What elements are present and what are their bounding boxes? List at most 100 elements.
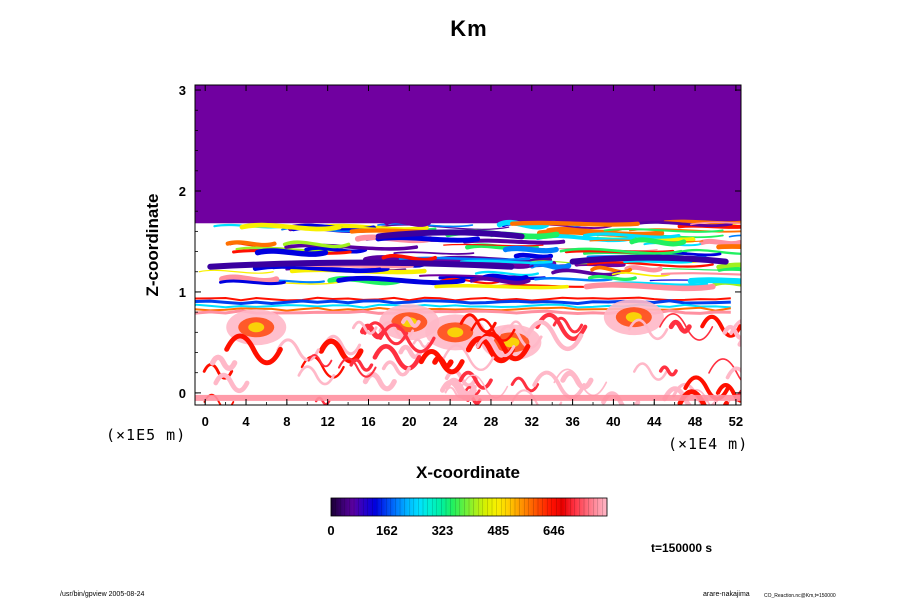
lower-swirl	[470, 318, 516, 342]
x-tick-label: 28	[484, 414, 498, 429]
lower-swirl	[209, 354, 238, 372]
turbulent-streak	[282, 240, 351, 249]
turbulent-streak	[198, 269, 274, 274]
lower-swirl	[510, 389, 563, 405]
lower-swirl	[734, 389, 741, 402]
lower-swirl	[276, 338, 320, 362]
turbulent-streak	[629, 237, 687, 247]
lower-swirl	[729, 319, 741, 336]
lower-swirl	[525, 319, 584, 352]
turbulent-streak	[225, 240, 277, 247]
lower-swirl	[659, 313, 714, 341]
lower-swirl	[737, 338, 741, 347]
turbulent-streak	[272, 266, 382, 271]
turbulent-streak	[574, 261, 626, 268]
turbulent-streak	[375, 229, 525, 240]
turbulent-streak	[534, 276, 613, 282]
x-unit-label: (×1E4 m)	[668, 435, 748, 453]
footer-right-small: CO_Reaction.nc@Km,t=150000	[764, 593, 836, 599]
footer-left: /usr/bin/gpview 2005-08-24	[60, 591, 145, 598]
x-tick-label: 12	[320, 414, 334, 429]
turbulent-streak	[633, 220, 733, 228]
bottom-boundary	[195, 394, 741, 401]
colorbar-tick-label: 0	[327, 523, 334, 538]
x-tick-label: 4	[242, 414, 250, 429]
lower-swirl	[459, 313, 497, 334]
x-tick-label: 44	[647, 414, 662, 429]
x-tick-label: 52	[729, 414, 743, 429]
turbulent-streak	[690, 221, 741, 226]
y-tick-label: 3	[179, 83, 186, 98]
turbulent-streak	[443, 243, 544, 247]
lower-swirl	[633, 362, 668, 381]
turbulent-streak	[510, 220, 640, 227]
lower-swirl	[349, 358, 374, 372]
upper-uniform-layer	[195, 85, 741, 224]
lower-swirl	[363, 321, 409, 346]
turbulent-streak	[513, 252, 554, 260]
x-tick-label: 36	[565, 414, 579, 429]
colorbar-tick-label: 323	[432, 523, 454, 538]
lower-swirl	[627, 318, 669, 341]
contour-field	[195, 85, 741, 405]
turbulent-streak	[304, 245, 368, 254]
turbulent-streak	[469, 276, 531, 285]
x-tick-label: 8	[283, 414, 290, 429]
turbulent-streak	[586, 261, 714, 268]
lower-swirl	[337, 357, 377, 378]
x-tick-label: 0	[202, 414, 209, 429]
turbulent-streak	[393, 251, 475, 255]
lower-swirl	[322, 334, 362, 356]
lower-swirl	[560, 370, 594, 390]
lower-swirl	[351, 320, 378, 335]
y-axis: 0 1 2 3	[179, 83, 741, 401]
turbulent-streak	[623, 259, 693, 264]
lower-swirl	[553, 368, 608, 397]
y-tick-label: 0	[179, 386, 186, 401]
turbulent-streak	[687, 277, 741, 285]
lower-swirl	[465, 336, 515, 364]
turbulent-streak	[254, 248, 329, 257]
lower-swirl	[708, 358, 741, 382]
turbulent-streak	[219, 274, 280, 284]
lower-swirl	[658, 365, 678, 377]
time-label: t=150000 s	[651, 541, 712, 555]
lower-swirl	[381, 360, 411, 377]
chart-title: Km	[450, 16, 488, 41]
turbulent-streak	[482, 273, 529, 282]
turbulent-streak	[434, 283, 569, 290]
y-axis-label: Z-coordinate	[143, 194, 162, 297]
footer-right-main: arare-nakajima	[703, 591, 750, 598]
x-tick-label: 48	[688, 414, 702, 429]
turbulent-streak	[381, 253, 437, 262]
lower-swirl	[510, 376, 540, 393]
turbulent-streak	[679, 248, 741, 255]
turbulent-streak	[336, 275, 466, 286]
x-axis-label: X-coordinate	[416, 463, 520, 482]
y-tick-label: 2	[179, 184, 186, 199]
turbulent-streak	[377, 224, 510, 230]
colorbar-tick-label: 485	[487, 523, 509, 538]
turbulent-streak	[474, 270, 540, 277]
x-axis: 0 4 8 12 16 20 24 28 32 36 40 44 48 52	[202, 85, 743, 429]
lower-swirl	[715, 383, 741, 403]
turbulent-streak	[587, 274, 637, 281]
turbulent-streak	[660, 272, 741, 276]
plot-frame	[194, 84, 742, 406]
turbulent-streak	[716, 244, 741, 250]
turbulent-streak	[728, 234, 741, 238]
lower-swirl	[458, 370, 493, 390]
colorbar: 0 162 323 485 646	[327, 497, 608, 538]
colorbar-ticks: 0 162 323 485 646	[327, 498, 608, 538]
turbulent-streak	[716, 262, 741, 270]
x-tick-label: 24	[443, 414, 458, 429]
turbulent-streak	[218, 279, 286, 286]
lower-swirl	[378, 323, 436, 354]
lower-convective-layer	[195, 299, 741, 405]
lower-swirl	[668, 319, 692, 334]
turbulent-streak	[569, 254, 729, 265]
lower-swirl	[442, 344, 495, 371]
turbulent-streak	[462, 238, 566, 245]
turbulent-streak	[207, 259, 515, 270]
lower-swirl	[418, 349, 465, 375]
